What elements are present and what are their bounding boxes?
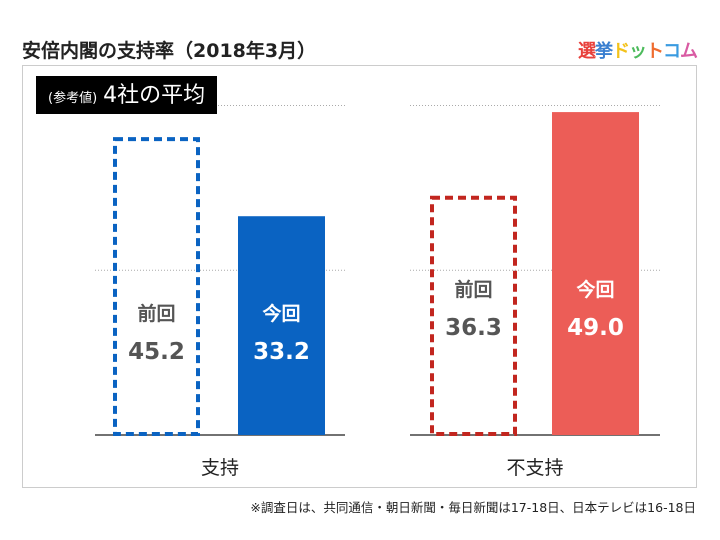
badge-small: (参考値) [48, 91, 98, 106]
bar-series-label: 前回 [454, 278, 492, 301]
category-label: 支持 [201, 457, 239, 479]
logo-char: コ [663, 41, 681, 62]
bar-series-label: 今回 [261, 302, 300, 325]
logo-char: 選 [578, 41, 596, 62]
logo-char: ッ [629, 41, 647, 62]
bar-前回-不支持 [430, 195, 517, 436]
logo-char: ム [680, 41, 698, 62]
bar-series-label: 今回 [575, 278, 614, 301]
chart-title: 安倍内閣の支持率（2018年3月） [22, 40, 317, 62]
bar-value-label: 45.2 [128, 339, 185, 365]
bar-今回-支持 [238, 216, 325, 435]
bar-series-label: 前回 [137, 302, 175, 325]
category-label: 不支持 [506, 457, 563, 479]
site-logo: 選挙ドットコム [578, 37, 698, 63]
bar-今回-不支持 [552, 112, 639, 435]
footnote: ※調査日は、共同通信・朝日新聞・毎日新聞は17-18日、日本テレビは16-18日 [250, 500, 696, 515]
bar-value-label: 49.0 [567, 315, 624, 341]
chart-panel [22, 65, 697, 488]
logo-char: ト [646, 41, 664, 62]
bar-前回-支持 [113, 137, 200, 437]
badge-big: 4社の平均 [103, 83, 206, 108]
logo-char: ド [612, 41, 630, 62]
bar-value-label: 36.3 [445, 315, 502, 341]
logo-char: 挙 [595, 41, 613, 62]
bar-value-label: 33.2 [253, 339, 310, 365]
reference-badge: (参考値) 4社の平均 [36, 76, 218, 114]
